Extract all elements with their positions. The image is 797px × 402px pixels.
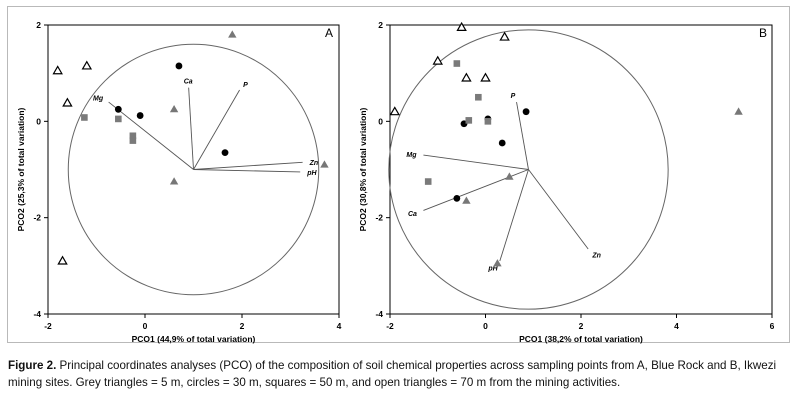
point-triangle-filled xyxy=(505,172,514,180)
vector-label: Zn xyxy=(591,253,601,260)
point-circle xyxy=(221,149,229,157)
x-tick-label: 6 xyxy=(770,321,775,331)
figure-frame xyxy=(7,6,790,343)
y-tick-label: -2 xyxy=(33,213,41,223)
point-triangle-open xyxy=(57,255,68,265)
point-triangle-open xyxy=(62,97,73,107)
correlation-circle xyxy=(388,29,669,310)
point-triangle-filled xyxy=(734,107,743,115)
y-tick-label: 0 xyxy=(36,116,41,126)
x-tick-label: -2 xyxy=(386,321,394,331)
point-square xyxy=(475,93,482,101)
point-triangle-filled xyxy=(228,30,237,38)
caption-text: Principal coordinates analyses (PCO) of … xyxy=(8,359,777,389)
y-tick-label: 2 xyxy=(36,20,41,30)
vector-line xyxy=(423,154,529,170)
plot-area-border xyxy=(47,24,340,315)
y-axis-title: PCO2 (30,8% of total variation) xyxy=(358,107,368,231)
vector-line xyxy=(188,87,194,170)
point-circle xyxy=(175,62,183,70)
vector-line xyxy=(193,89,240,170)
x-tick-label: 4 xyxy=(674,321,679,331)
y-tick-label: 2 xyxy=(378,20,383,30)
vector-line xyxy=(499,169,529,262)
point-square xyxy=(81,114,88,121)
point-triangle-filled xyxy=(169,177,179,185)
vector-line xyxy=(193,169,301,173)
vector-line xyxy=(423,169,529,211)
point-square xyxy=(129,132,137,140)
panel-label: A xyxy=(325,26,333,40)
point-circle xyxy=(114,105,122,113)
point-triangle-open xyxy=(389,106,401,116)
point-triangle-open xyxy=(461,72,472,82)
point-triangle-open xyxy=(480,72,491,82)
x-tick-label: 0 xyxy=(143,321,148,331)
vector-line xyxy=(108,101,194,170)
vector-line xyxy=(193,161,303,170)
point-square xyxy=(115,115,122,123)
plot-area-border xyxy=(389,24,773,315)
y-tick-label: -2 xyxy=(375,213,383,223)
point-circle xyxy=(136,112,144,119)
x-axis-title: PCO1 (44,9% of total variation) xyxy=(132,334,256,344)
point-circle xyxy=(498,139,506,147)
x-tick-label: 2 xyxy=(579,321,584,331)
vector-label: pH xyxy=(306,170,317,177)
x-tick-label: -2 xyxy=(44,321,52,331)
x-axis-title: PCO1 (38,2% of total variation) xyxy=(519,334,643,344)
point-triangle-open xyxy=(499,31,510,41)
vector-label: pH xyxy=(487,266,498,273)
vector-label: Mg xyxy=(93,96,104,103)
point-triangle-open xyxy=(432,55,443,65)
point-triangle-open xyxy=(81,60,93,70)
vector-label: P xyxy=(243,82,248,89)
vector-label: Mg xyxy=(406,152,417,159)
point-triangle-open xyxy=(456,21,467,32)
y-tick-label: 0 xyxy=(378,116,383,126)
point-square xyxy=(484,118,492,125)
vector-label: Ca xyxy=(408,211,417,218)
point-square xyxy=(424,178,432,185)
vector-label: P xyxy=(511,93,516,100)
x-tick-label: 4 xyxy=(337,321,342,331)
point-circle xyxy=(453,195,461,202)
point-circle xyxy=(522,108,530,116)
y-tick-label: -4 xyxy=(33,309,41,319)
caption-label: Figure 2. xyxy=(8,359,57,372)
point-triangle-filled xyxy=(462,196,471,204)
vector-label: Zn xyxy=(309,160,319,167)
y-axis-title: PCO2 (25,3% of total variation) xyxy=(16,107,26,231)
vector-line xyxy=(516,101,529,170)
correlation-circle xyxy=(67,43,320,296)
point-square xyxy=(453,60,461,67)
point-triangle-open xyxy=(52,65,63,75)
point-triangle-filled xyxy=(169,104,179,113)
figure-caption: Figure 2. Principal coordinates analyses… xyxy=(8,357,790,391)
x-tick-label: 0 xyxy=(483,321,488,331)
vector-line xyxy=(528,169,589,250)
point-triangle-filled xyxy=(493,259,502,267)
x-tick-label: 2 xyxy=(240,321,245,331)
vector-label: Ca xyxy=(184,79,193,86)
point-triangle-filled xyxy=(320,160,329,168)
point-square xyxy=(465,117,473,124)
panel-label: B xyxy=(759,26,767,40)
point-square xyxy=(129,137,137,144)
y-tick-label: -4 xyxy=(375,309,383,319)
